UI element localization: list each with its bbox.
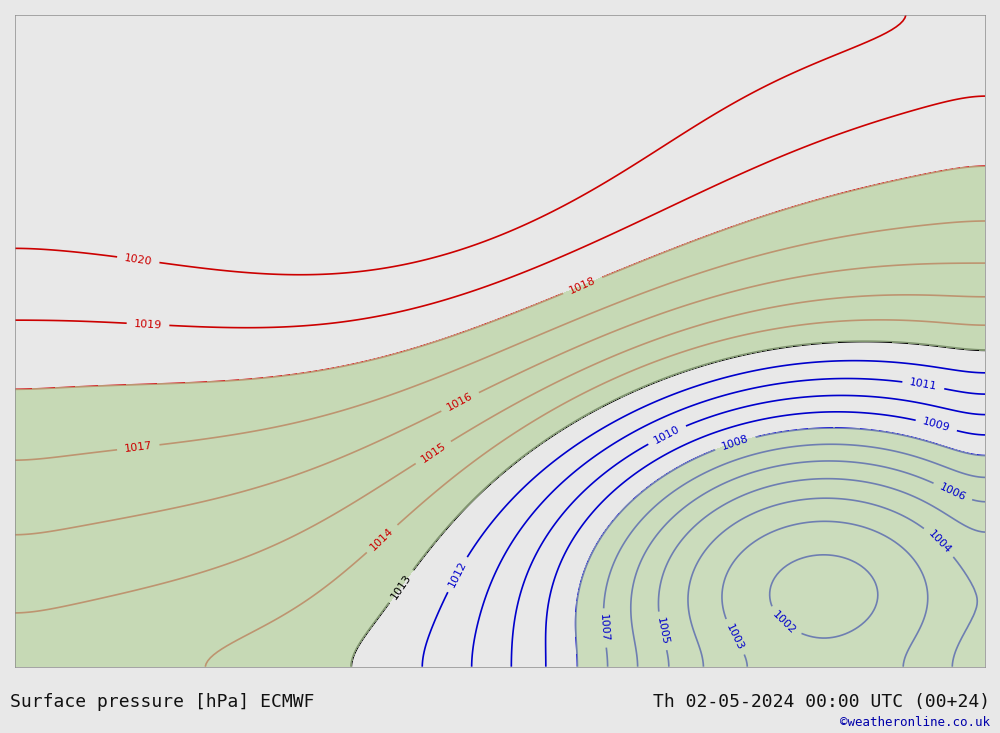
Text: 1019: 1019 <box>134 319 162 330</box>
Text: 1011: 1011 <box>909 377 938 392</box>
Text: 1007: 1007 <box>598 614 610 642</box>
Text: 1002: 1002 <box>770 609 797 636</box>
Text: ©weatheronline.co.uk: ©weatheronline.co.uk <box>840 716 990 729</box>
Text: 1004: 1004 <box>926 528 953 556</box>
Text: 1010: 1010 <box>652 424 682 446</box>
Text: 1013: 1013 <box>389 572 413 601</box>
Text: 1014: 1014 <box>369 526 396 552</box>
Text: Surface pressure [hPa] ECMWF: Surface pressure [hPa] ECMWF <box>10 693 314 711</box>
Text: 1003: 1003 <box>724 622 745 652</box>
Text: 1017: 1017 <box>124 441 153 454</box>
Text: 1012: 1012 <box>446 559 468 589</box>
Text: 1009: 1009 <box>921 416 951 434</box>
Text: 1005: 1005 <box>654 616 670 646</box>
Text: 1020: 1020 <box>124 253 153 267</box>
Text: 1006: 1006 <box>938 482 967 503</box>
Text: 1018: 1018 <box>568 275 598 295</box>
Text: 1016: 1016 <box>445 391 475 413</box>
Text: 1008: 1008 <box>720 434 750 452</box>
Text: 1015: 1015 <box>419 441 448 465</box>
Text: Th 02-05-2024 00:00 UTC (00+24): Th 02-05-2024 00:00 UTC (00+24) <box>653 693 990 711</box>
